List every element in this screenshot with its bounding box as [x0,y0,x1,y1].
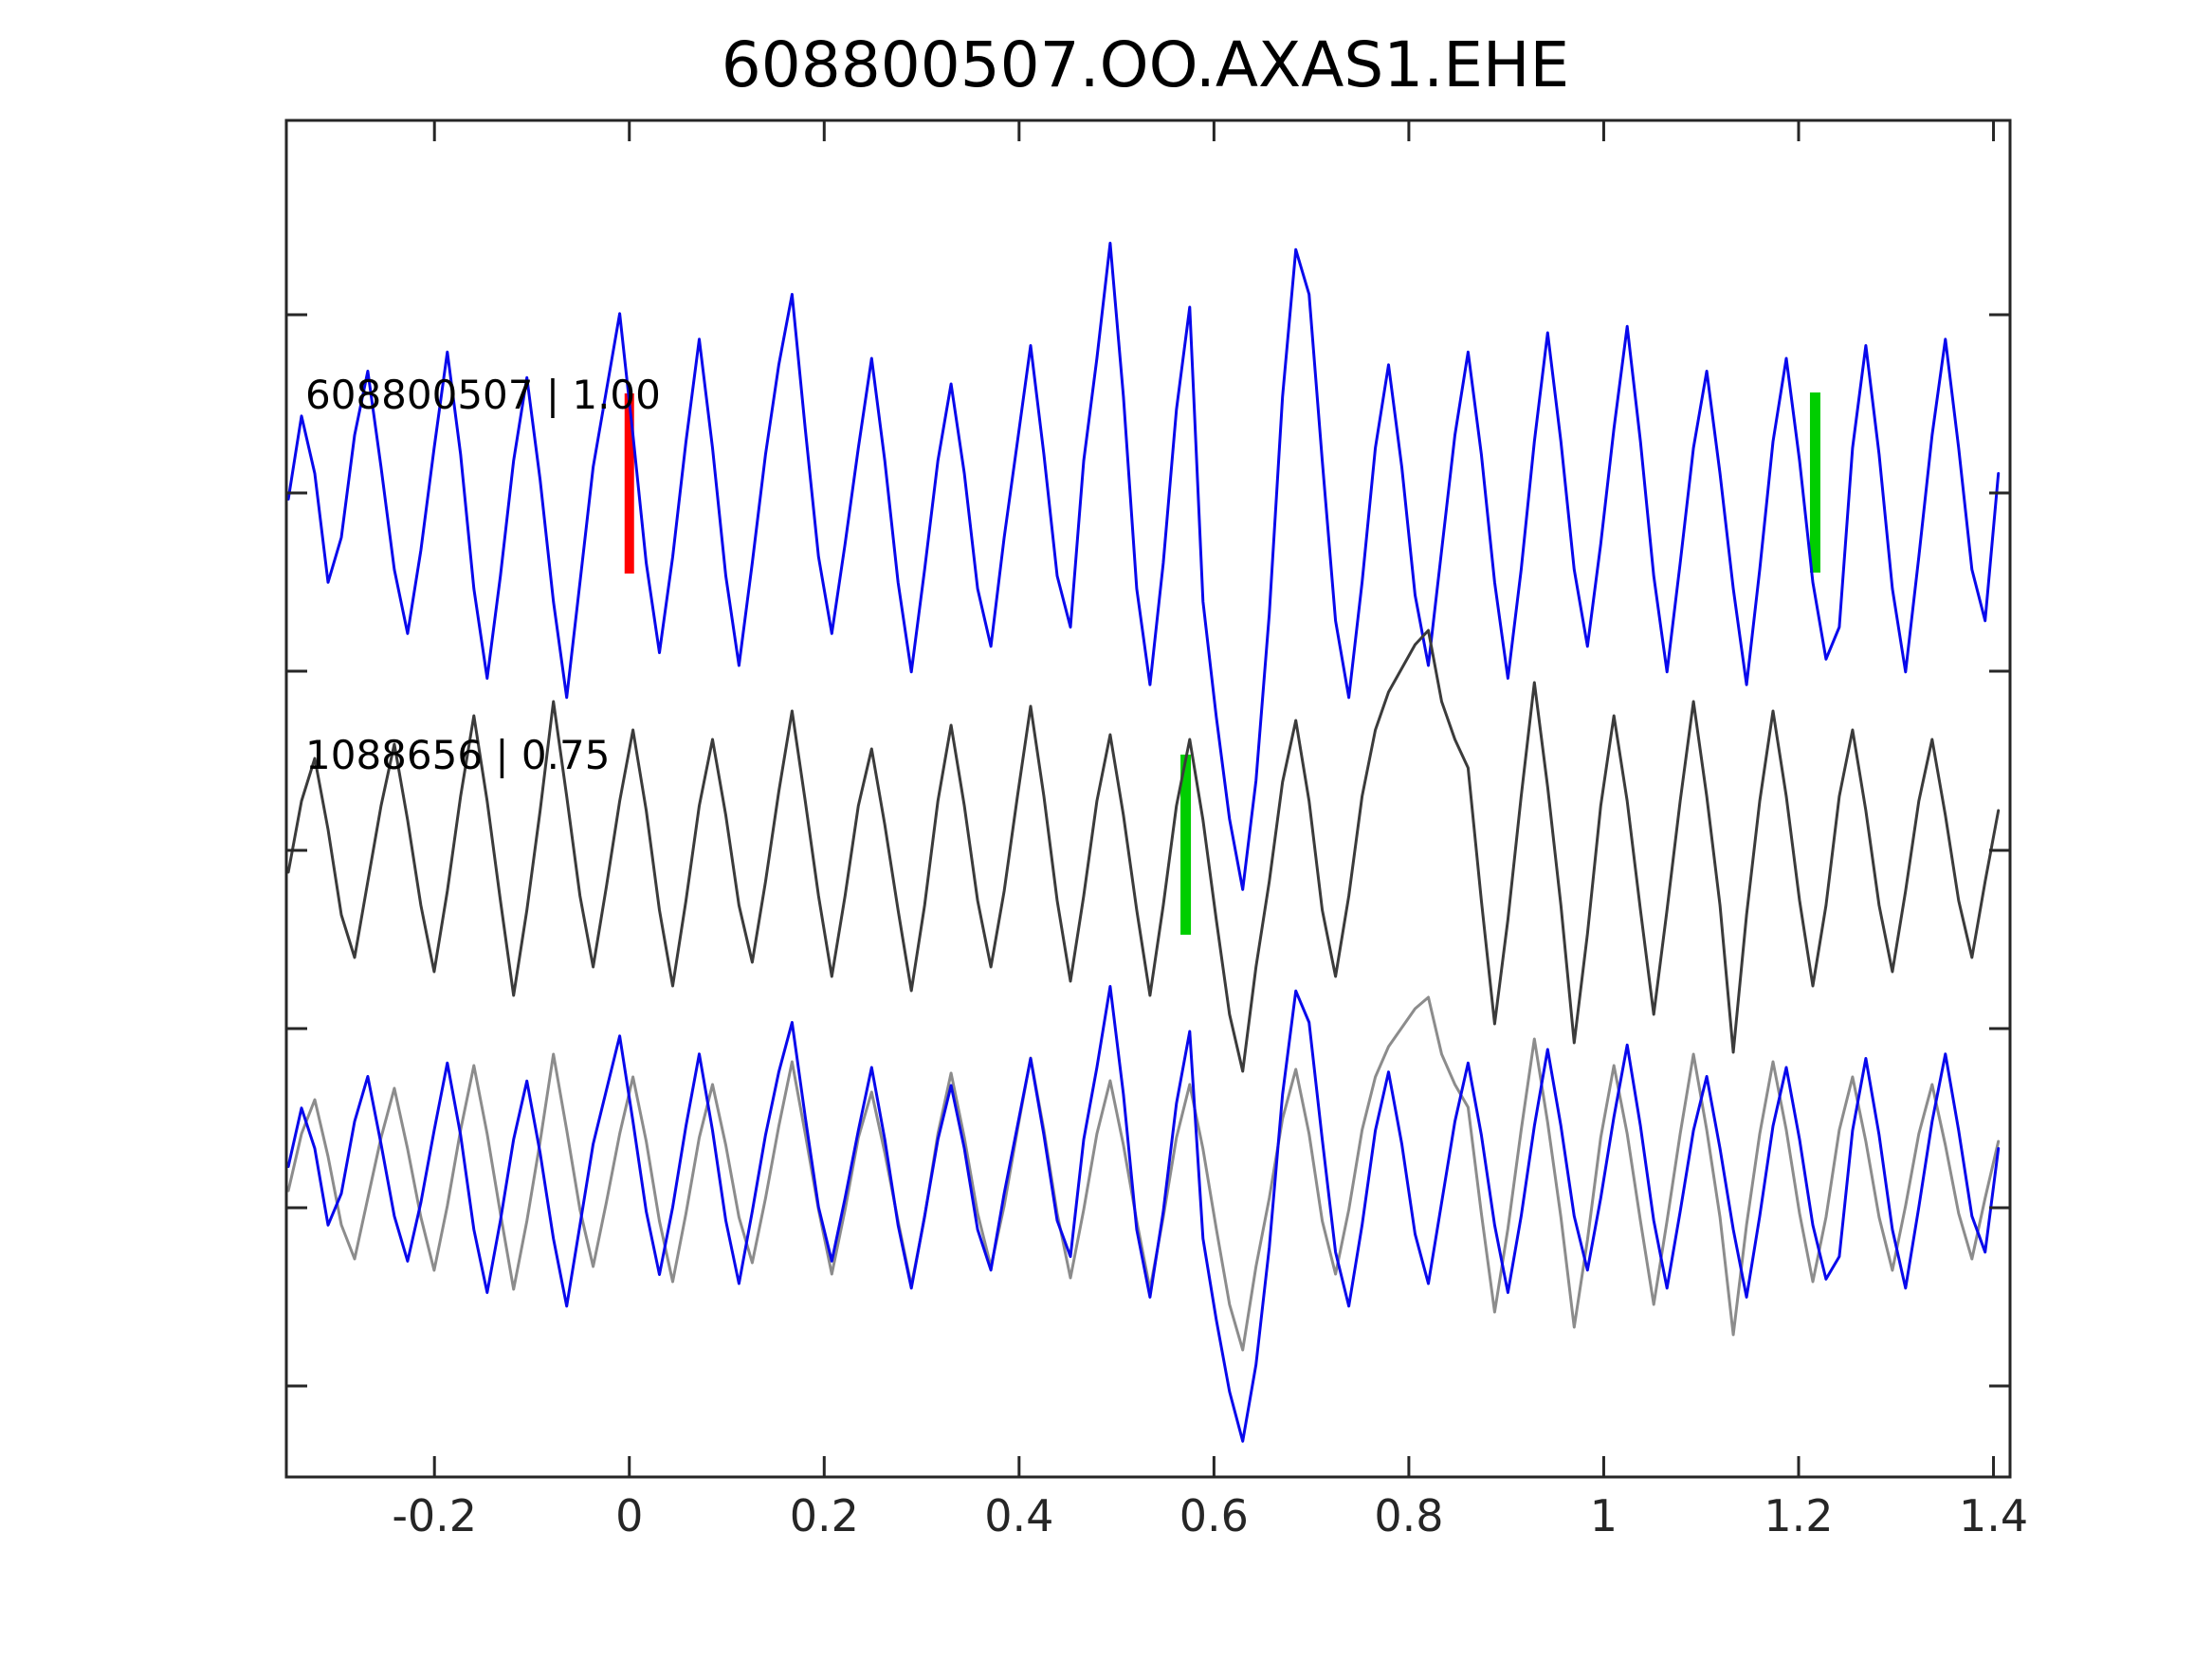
x-tick-label: 0.6 [1179,1490,1249,1541]
axes-box [284,118,2012,1479]
detection-trace-label: 608800507 | 1.00 [305,372,661,418]
x-tick-label: 1.2 [1764,1490,1834,1541]
x-tick-label: 0.8 [1374,1490,1444,1541]
x-tick-label: 1 [1589,1490,1618,1541]
detection-trace [286,242,2001,891]
overlay-trace [286,995,2001,1352]
x-tick-label: 1.4 [1958,1490,2029,1541]
x-tick-label: 0.4 [984,1490,1054,1541]
template-trace [286,629,2001,1073]
x-tick-label: 0 [615,1490,644,1541]
detection-pick-red [624,393,634,574]
pick-green-middle [1180,755,1192,935]
overlay-trace [286,985,2001,1443]
template-trace-label: 1088656 | 0.75 [305,732,611,778]
x-tick-label: 0.2 [789,1490,859,1541]
x-tick-label: -0.2 [392,1490,478,1541]
figure-title: 608800507.OO.AXAS1.EHE [721,28,1570,101]
pick-green-top [1809,392,1820,573]
